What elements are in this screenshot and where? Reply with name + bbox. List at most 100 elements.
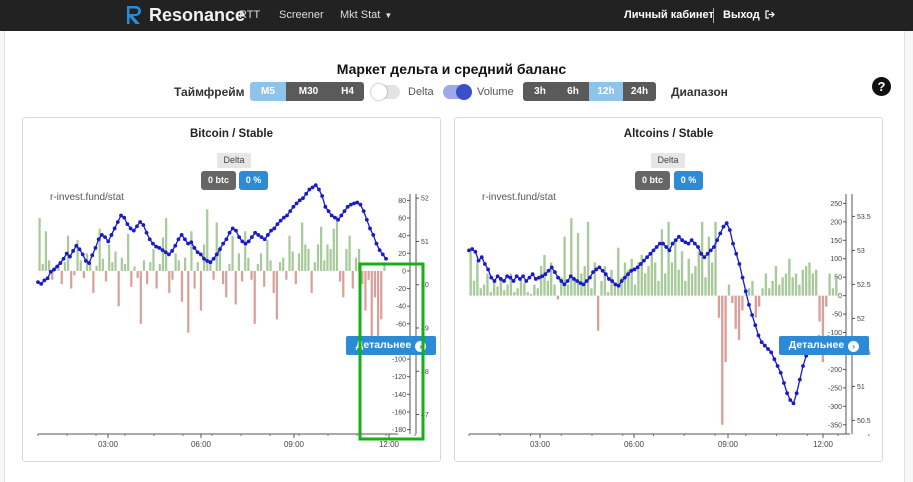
balance-point [339, 213, 344, 218]
delta-bar-negative [275, 270, 278, 320]
delta-bar-positive [711, 262, 714, 296]
delta-bar-positive [215, 222, 218, 271]
balance-point [368, 226, 372, 231]
delta-bar-positive [320, 226, 323, 271]
balance-point [785, 391, 790, 396]
account-link[interactable]: Личный кабинет [624, 9, 714, 21]
balance-point [285, 213, 289, 218]
brand[interactable]: Resonance [125, 3, 245, 27]
delta-bar-positive [835, 277, 838, 296]
balance-point [227, 230, 232, 235]
balance-point [629, 268, 634, 273]
delta-bar-positive [670, 262, 674, 296]
delta-bar-positive [209, 260, 212, 271]
timeframe-h4-button[interactable]: H4 [331, 82, 364, 101]
delta-bar-positive [553, 284, 556, 296]
balance-point [801, 364, 805, 368]
delta-bar-positive [114, 251, 117, 271]
balance-point [607, 277, 611, 281]
range-12h-button[interactable]: 12h [589, 82, 623, 101]
delta-bar-positive [345, 248, 348, 271]
nav-link-screener[interactable]: Screener [279, 9, 324, 21]
balance-point [734, 251, 739, 256]
balance-point [45, 276, 50, 281]
bitcoin-chart-title: Bitcoin / Stable [189, 128, 274, 140]
delta-bar-positive [190, 231, 193, 271]
y-left-tick-label: -50 [832, 312, 842, 319]
nav-link-rtt[interactable]: RTT [239, 9, 261, 21]
delta-bar-positive [513, 291, 516, 296]
balance-point [106, 239, 111, 244]
balance-point [128, 226, 133, 231]
balance-point [141, 223, 146, 227]
timeframe-m30-button[interactable]: M30 [286, 82, 331, 101]
bitcoin-details-button[interactable]: Детальнее › [346, 336, 436, 355]
x-tick-label: 06:00 [191, 440, 212, 449]
balance-point [317, 187, 321, 192]
balance-point [329, 213, 334, 218]
delta-bar-negative [721, 295, 724, 425]
balance-point [740, 275, 745, 280]
delta-bar-positive [496, 286, 499, 296]
delta-bar-negative [339, 270, 342, 282]
delta-bar-positive [586, 221, 590, 296]
balance-point [262, 237, 267, 242]
delta-bar-positive [627, 269, 630, 296]
delta-bar-positive [482, 284, 486, 296]
delta-bar-positive [301, 222, 304, 271]
delta-bar-positive [111, 262, 114, 271]
balance-point [301, 196, 305, 201]
delta-bar-positive [617, 247, 620, 296]
balance-point [762, 343, 767, 348]
timeframe-m5-button[interactable]: M5 [250, 82, 286, 101]
delta-bar-positive [206, 209, 209, 271]
balance-point [657, 241, 662, 246]
delta-toggle-knob [371, 84, 387, 100]
delta-bar-positive [383, 262, 386, 271]
balance-point [237, 235, 242, 240]
range-6h-button[interactable]: 6h [557, 82, 589, 101]
delta-bar-positive [44, 231, 48, 271]
balance-point [281, 215, 286, 220]
delta-bar-positive [329, 248, 332, 271]
balance-point [186, 241, 190, 246]
balance-point [230, 226, 235, 231]
nav-divider [713, 8, 714, 23]
delta-bar-positive [784, 273, 788, 296]
bitcoin-delta-btc: 0 btc [201, 171, 236, 190]
balance-point [686, 241, 691, 246]
delta-bar-positive [231, 235, 234, 271]
delta-toggle[interactable] [371, 84, 400, 100]
y-left-tick-label: -300 [828, 404, 842, 411]
y-left-tick-label: 50 [834, 275, 842, 282]
balance-point [278, 218, 283, 223]
range-3h-button[interactable]: 3h [523, 82, 557, 101]
bitcoin-delta-pct: 0 % [239, 171, 268, 190]
altcoins-details-button[interactable]: Детальнее › [779, 336, 869, 355]
balance-point [138, 220, 143, 224]
nav-link-mkt-stat[interactable]: Mkt Stat ▼ [340, 9, 392, 21]
delta-bar-positive [291, 251, 294, 271]
balance-point [214, 252, 219, 257]
y-left-tick-label: 80 [398, 198, 406, 205]
logout-link[interactable]: Выход [723, 9, 775, 21]
altcoins-delta-pct: 0 % [674, 171, 703, 190]
delta-bar-positive [489, 291, 492, 296]
balance-point [775, 364, 780, 368]
volume-toggle[interactable] [443, 84, 472, 100]
delta-bar-negative [596, 295, 600, 331]
balance-point [39, 281, 44, 286]
delta-bar-negative [225, 270, 228, 298]
x-tick-label: 12:00 [813, 440, 834, 449]
delta-bar-positive [590, 288, 593, 296]
delta-bar-positive [687, 258, 690, 296]
delta-bar-positive [647, 266, 650, 296]
balance-point [638, 262, 643, 266]
balance-point [587, 275, 592, 280]
question-circle-icon[interactable]: ? [872, 77, 891, 96]
range-24h-button[interactable]: 24h [623, 82, 656, 101]
delta-bar-positive [38, 218, 41, 271]
delta-bar-positive [664, 273, 667, 296]
balance-point [626, 272, 630, 277]
balance-point [766, 347, 770, 351]
